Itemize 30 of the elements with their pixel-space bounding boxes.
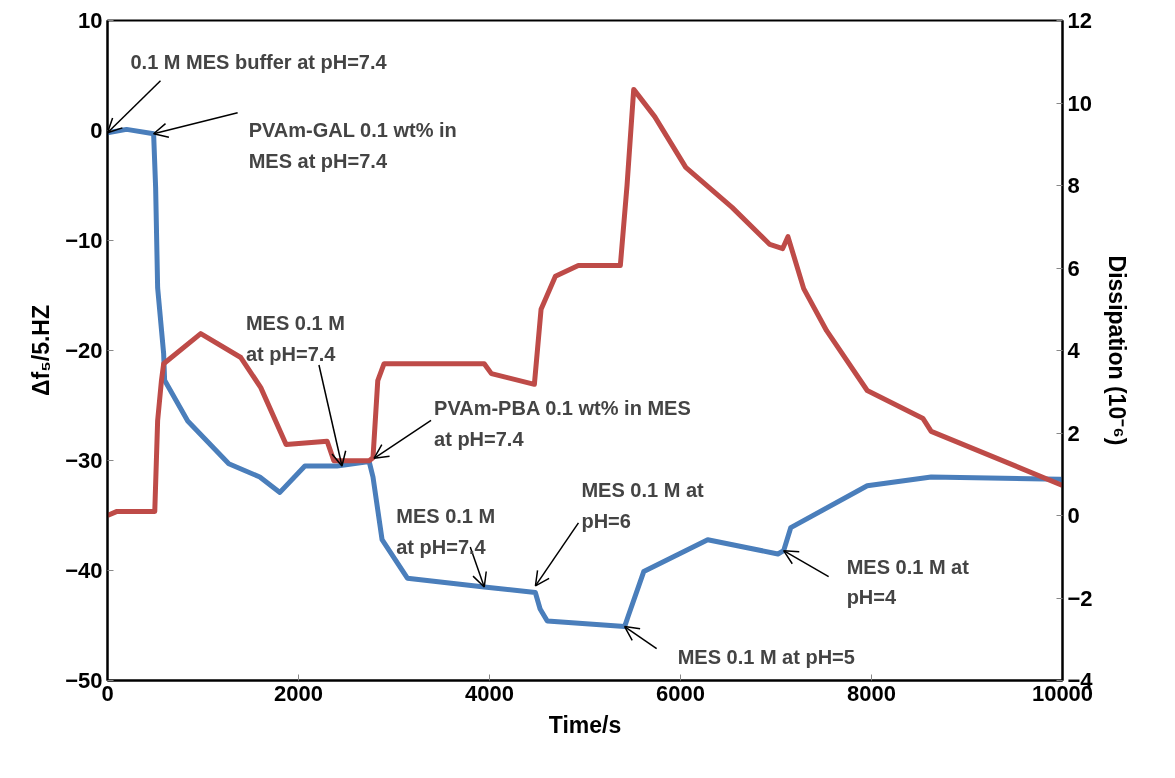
y-tick-label: −50 [65, 668, 103, 693]
y2-tick-label: −2 [1067, 585, 1093, 611]
annotation: MES 0.1 M at pH=7.4 [245, 312, 345, 365]
x-tick-label: 2000 [274, 680, 323, 706]
y2-tick-label: 10 [1067, 90, 1092, 116]
annotation: MES 0.1 M at pH=4 [846, 555, 970, 609]
annotation: MES 0.1 M at pH=6 [581, 478, 705, 532]
annotation: MES 0.1 M at pH=7.4 [396, 505, 496, 558]
x-tick-label: 8000 [847, 680, 896, 706]
y2-tick-label: 0 [1067, 503, 1080, 528]
annotation: MES 0.1 M at pH=5 [677, 645, 855, 668]
y-tick-label: −30 [65, 448, 103, 473]
annotation: 0.1 M MES buffer at pH=7.4 [130, 50, 388, 73]
y-tick-label: 10 [78, 8, 103, 33]
annotation: PVAm-PBA 0.1 wt% in MES at pH=7.4 [434, 397, 691, 451]
y2-tick-label: 2 [1067, 420, 1080, 446]
annotation: PVAm-GAL 0.1 wt% in MES at pH=7.4 [248, 118, 457, 172]
x-axis-title: Time/s [548, 711, 622, 738]
y-tick-label: −20 [65, 338, 103, 363]
x-tick-label: 4000 [465, 680, 514, 706]
y2-tick-label: 12 [1067, 8, 1092, 33]
y-axis-title: Δf₅/5.HZ [28, 305, 55, 396]
y2-tick-label: 8 [1067, 173, 1080, 198]
y2-tick-label: 6 [1067, 255, 1080, 281]
y-tick-label: −40 [65, 558, 103, 583]
y-tick-label: 0 [90, 118, 103, 143]
x-tick-label: 6000 [656, 680, 705, 706]
y2-tick-label: 4 [1067, 338, 1081, 363]
y-tick-label: −10 [65, 228, 103, 253]
y2-axis-title: Dissipation (10⁻⁶) [1103, 255, 1130, 446]
